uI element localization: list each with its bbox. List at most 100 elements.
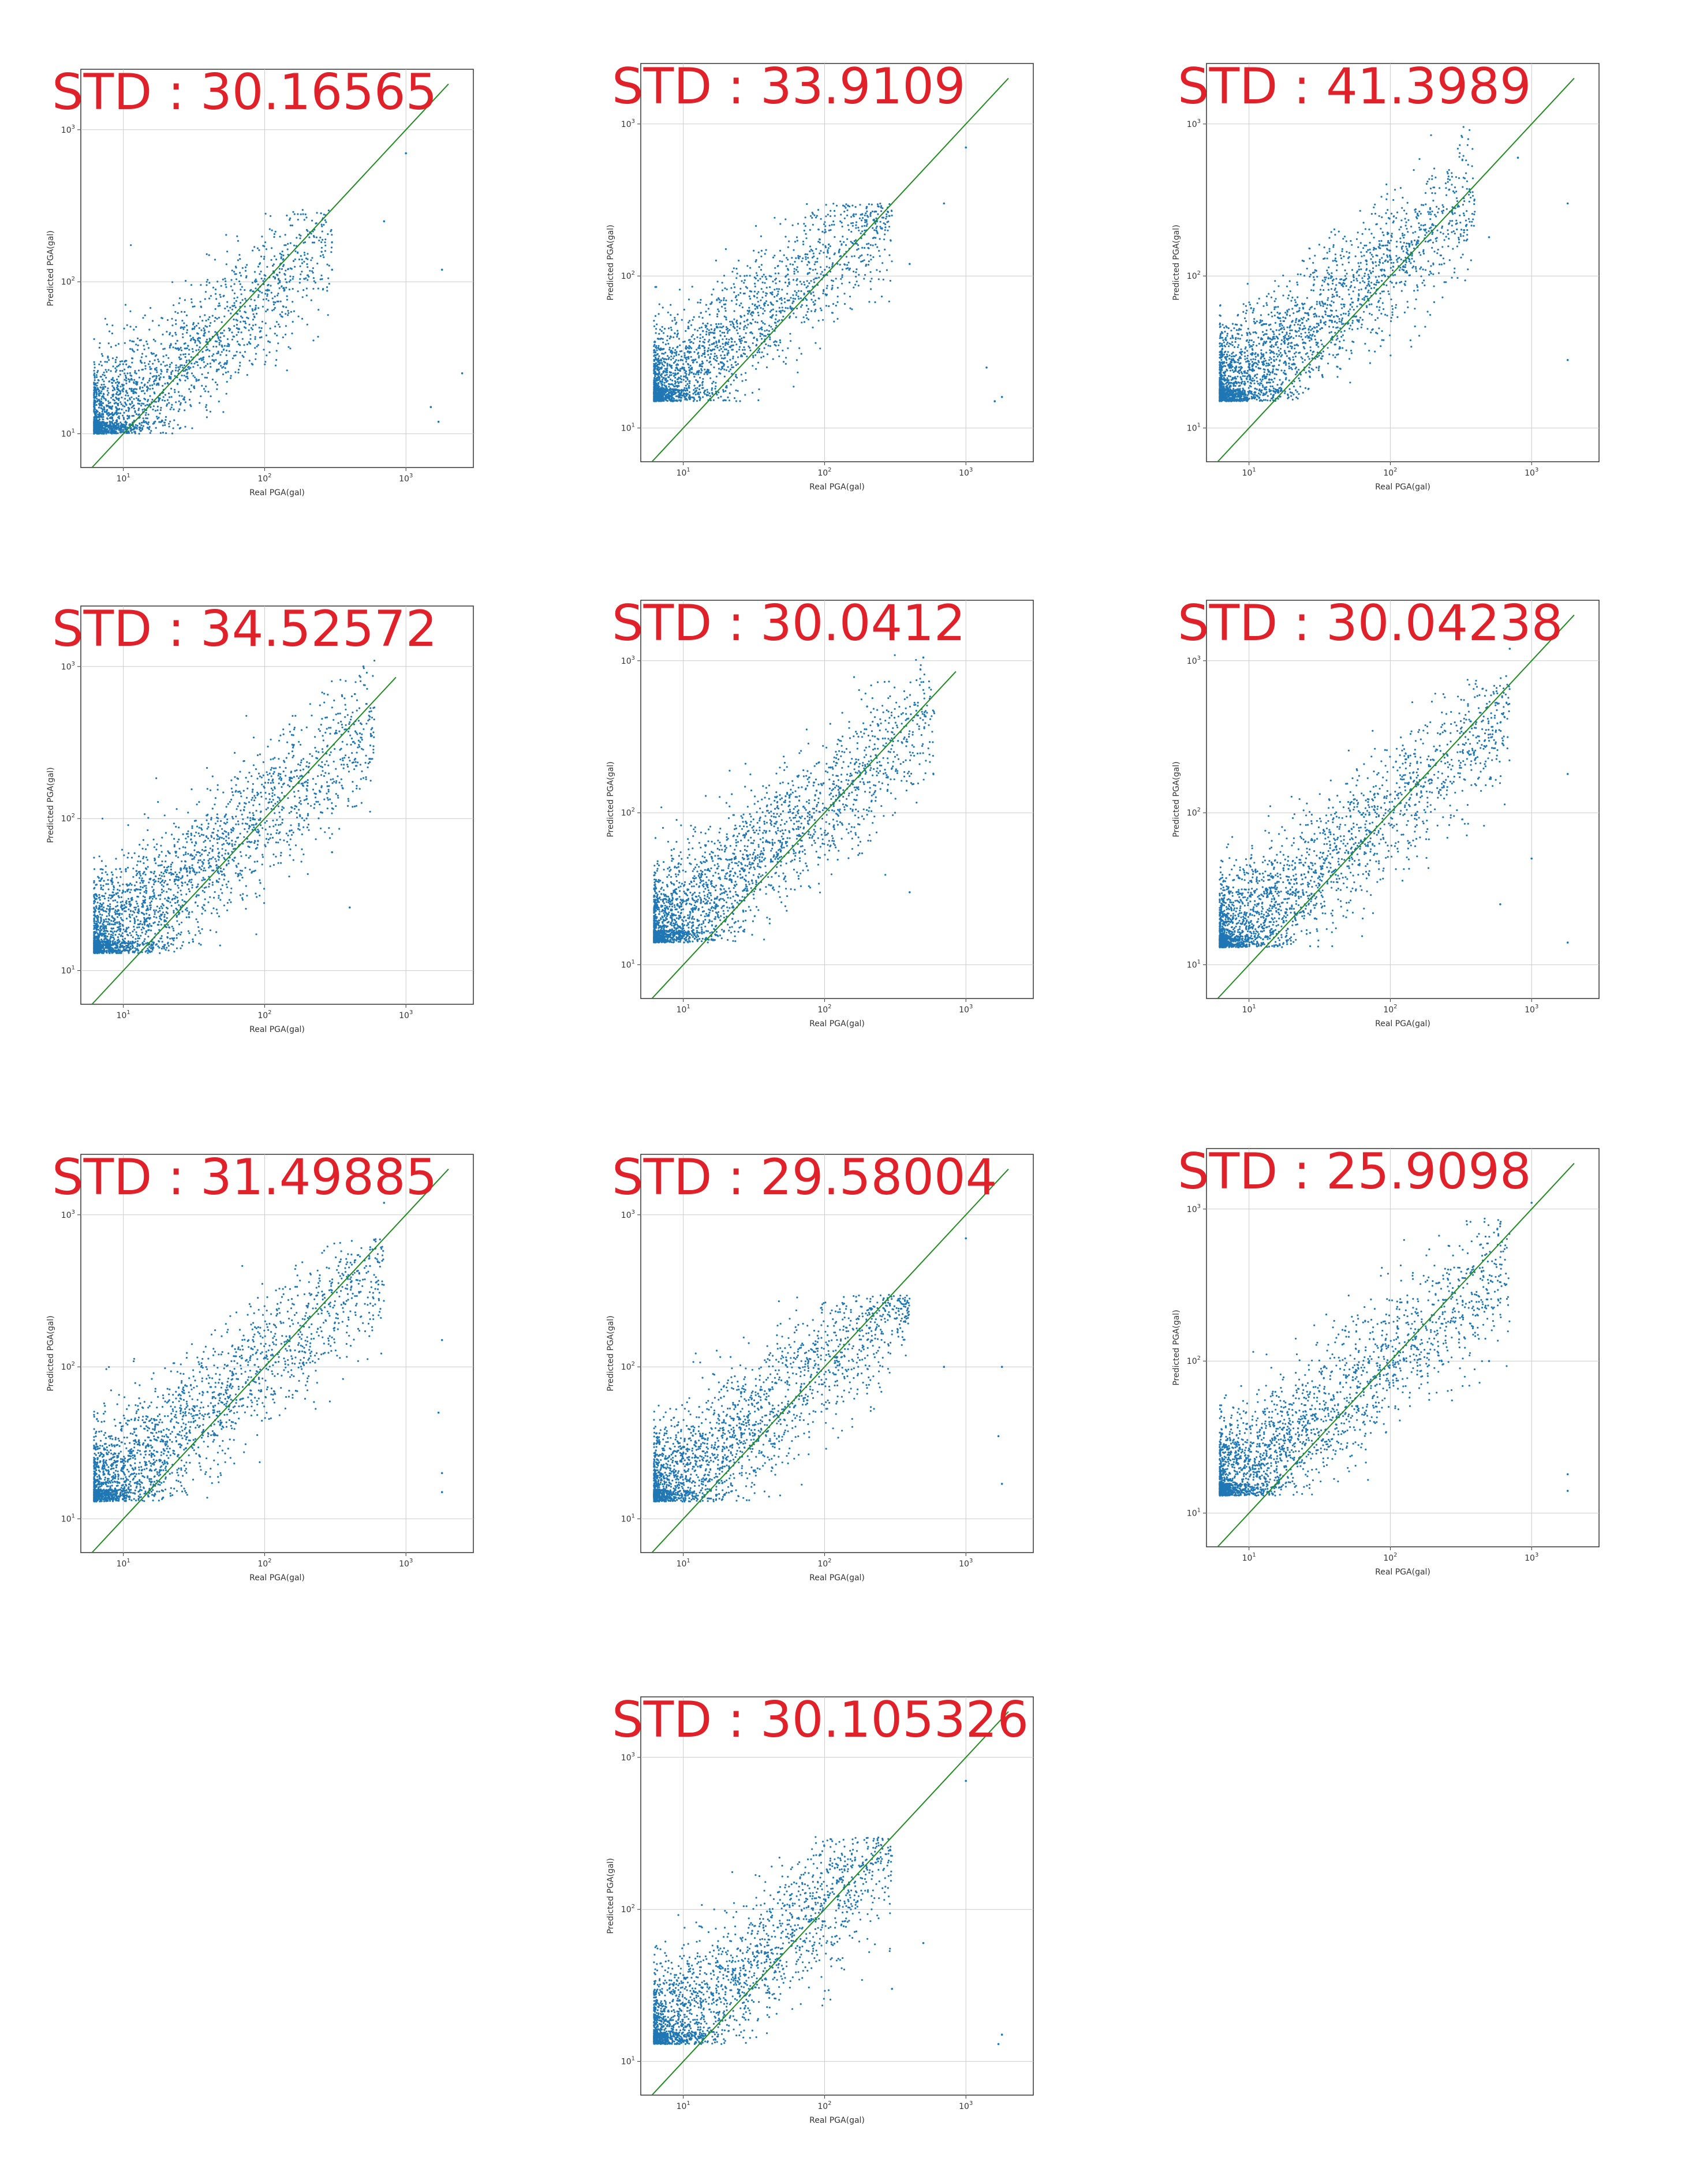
scatter-point bbox=[743, 326, 745, 328]
scatter-point bbox=[675, 351, 678, 353]
scatter-point bbox=[118, 427, 120, 429]
scatter-point bbox=[660, 348, 663, 350]
scatter-point bbox=[233, 354, 235, 357]
scatter-point bbox=[823, 223, 825, 226]
scatter-point bbox=[139, 399, 141, 402]
scatter-point bbox=[239, 351, 241, 354]
scatter-point bbox=[125, 377, 128, 379]
scatter-point bbox=[188, 368, 190, 370]
scatter-point bbox=[137, 399, 139, 401]
scatter-point bbox=[204, 298, 206, 300]
scatter-point bbox=[678, 385, 680, 387]
scatter-point bbox=[822, 319, 824, 321]
scatter-point bbox=[215, 381, 217, 384]
scatter-point bbox=[985, 367, 988, 369]
scatter-point bbox=[1413, 247, 1415, 249]
scatter-point bbox=[181, 364, 183, 367]
scatter-point bbox=[97, 379, 99, 382]
scatter-point bbox=[685, 345, 688, 347]
scatter-point bbox=[880, 210, 883, 212]
scatter-point bbox=[124, 405, 126, 407]
scatter-point bbox=[280, 256, 282, 258]
scatter-point bbox=[323, 256, 325, 259]
scatter-point bbox=[312, 339, 315, 342]
scatter-point bbox=[219, 296, 222, 298]
scatter-point bbox=[723, 354, 726, 357]
scatter-point bbox=[324, 238, 327, 241]
scatter-point bbox=[214, 331, 216, 333]
scatter-point bbox=[841, 268, 843, 271]
scatter-point bbox=[180, 354, 182, 356]
scatter-point bbox=[1288, 367, 1290, 369]
scatter-point bbox=[674, 317, 676, 319]
scatter-point bbox=[675, 323, 677, 325]
scatter-point bbox=[655, 345, 658, 347]
scatter-point bbox=[275, 258, 278, 261]
scatter-point bbox=[95, 417, 98, 419]
scatter-point bbox=[861, 260, 864, 262]
scatter-point bbox=[873, 237, 875, 239]
scatter-point bbox=[671, 351, 674, 353]
scatter-point bbox=[724, 344, 727, 346]
scatter-point bbox=[848, 268, 850, 271]
scatter-point bbox=[219, 336, 222, 339]
scatter-point bbox=[217, 352, 219, 354]
scatter-point bbox=[169, 420, 171, 422]
scatter-point bbox=[764, 330, 766, 332]
scatter-point bbox=[197, 332, 199, 335]
scatter-point bbox=[803, 223, 805, 225]
scatter-point bbox=[739, 335, 741, 338]
scatter-point bbox=[876, 269, 878, 271]
scatter-point bbox=[698, 369, 700, 372]
scatter-point bbox=[106, 412, 109, 414]
scatter-point bbox=[810, 280, 812, 282]
scatter-point bbox=[819, 266, 822, 268]
scatter-point bbox=[263, 278, 266, 280]
scatter-point bbox=[222, 411, 225, 413]
scatter-point bbox=[1234, 376, 1237, 378]
scatter-point bbox=[769, 338, 771, 341]
scatter-point bbox=[1231, 344, 1234, 346]
scatter-point bbox=[163, 376, 165, 379]
scatter-point bbox=[96, 384, 98, 387]
scatter-point bbox=[704, 338, 706, 341]
scatter-point bbox=[109, 428, 111, 430]
scatter-point bbox=[815, 277, 817, 279]
scatter-point bbox=[147, 400, 149, 402]
scatter-point bbox=[735, 303, 738, 305]
scatter-point bbox=[735, 267, 738, 270]
scatter-point bbox=[178, 400, 180, 402]
scatter-point bbox=[815, 268, 817, 271]
scatter-point bbox=[722, 338, 724, 341]
scatter-point bbox=[319, 236, 322, 239]
scatter-point bbox=[184, 409, 186, 412]
scatter-point bbox=[135, 424, 137, 426]
scatter-point bbox=[835, 304, 837, 307]
scatter-point bbox=[301, 259, 303, 261]
scatter-point bbox=[856, 249, 858, 251]
scatter-point bbox=[695, 389, 698, 391]
scatter-point bbox=[265, 334, 267, 336]
scatter-point bbox=[670, 329, 673, 331]
scatter-point bbox=[93, 392, 95, 394]
scatter-point bbox=[166, 368, 169, 371]
scatter-point bbox=[299, 265, 301, 267]
scatter-point bbox=[1294, 356, 1297, 358]
scatter-point bbox=[164, 365, 166, 367]
scatter-point bbox=[674, 392, 677, 395]
scatter-point bbox=[723, 365, 725, 367]
scatter-point bbox=[670, 374, 673, 376]
scatter-point bbox=[704, 393, 706, 395]
scatter-point bbox=[229, 306, 231, 309]
scatter-point bbox=[775, 321, 777, 324]
scatter-point bbox=[111, 414, 114, 416]
scatter-point bbox=[694, 393, 697, 396]
scatter-point bbox=[753, 290, 756, 293]
scatter-point bbox=[177, 347, 180, 349]
scatter-point bbox=[757, 361, 760, 364]
scatter-point bbox=[749, 322, 752, 324]
scatter-point bbox=[271, 229, 273, 231]
scatter-point bbox=[738, 327, 741, 330]
scatter-point bbox=[813, 263, 816, 265]
scatter-point bbox=[763, 347, 765, 349]
